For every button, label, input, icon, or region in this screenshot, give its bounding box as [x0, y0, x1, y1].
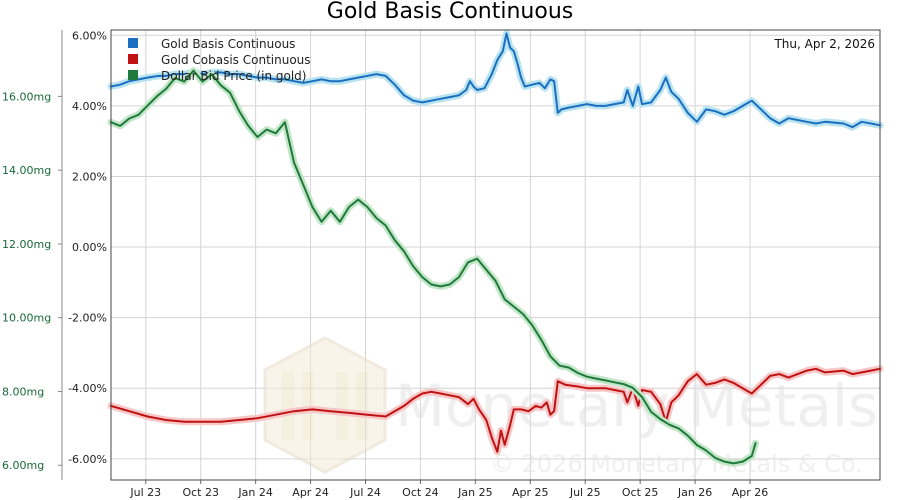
x-tick-label: Apr 24 [292, 486, 329, 499]
legend-swatch-cobasis [128, 54, 138, 64]
x-tick-label: Oct 25 [622, 486, 659, 499]
y-tick-label-right: -6.00% [68, 453, 107, 466]
y-axis-left-ticks: 16.00mg 14.00mg 12.00mg 10.00mg 8.00mg 6.00mg [2, 90, 62, 472]
legend-label-cobasis: Gold Cobasis Continuous [161, 53, 311, 67]
series-line-dollar [110, 69, 757, 465]
x-axis-ticks: Jul 23 Oct 23 Jan 24 Apr 24 Jul 24 Oct 24 Jan … [129, 480, 768, 499]
series-line-basis [110, 32, 881, 129]
x-tick-label: Apr 25 [512, 486, 549, 499]
y-tick-label-right: -4.00% [68, 382, 107, 395]
legend-swatch-basis [128, 38, 138, 48]
y-tick-label-left: 16.00mg [2, 90, 51, 103]
watermark-copyright: © 2026 Monetary Metals & Co. [490, 450, 863, 478]
y-tick-label-left: 8.00mg [2, 385, 44, 398]
legend-swatch-dollar [128, 70, 138, 80]
y-tick-label-left: 12.00mg [2, 238, 51, 251]
x-tick-label: Oct 23 [182, 486, 219, 499]
chart-title: Gold Basis Continuous [327, 0, 573, 24]
y-axis-right-ticks: 6.00% 4.00% 2.00% 0.00% -2.00% -4.00% -6.00% [68, 29, 107, 466]
legend-label-basis: Gold Basis Continuous [161, 37, 295, 51]
y-tick-label-left: 6.00mg [2, 459, 44, 472]
y-tick-label-left: 10.00mg [2, 312, 51, 325]
x-tick-label: Jan 26 [677, 486, 712, 499]
y-tick-label-right: 0.00% [72, 241, 107, 254]
date-label: Thu, Apr 2, 2026 [773, 37, 875, 51]
series-layer [107, 30, 884, 467]
y-tick-label-right: 2.00% [72, 170, 107, 183]
series-line-cobasis [110, 367, 881, 453]
x-tick-label: Apr 26 [732, 486, 769, 499]
y-tick-label-right: -2.00% [68, 312, 107, 325]
y-tick-label-right: 6.00% [72, 29, 107, 42]
x-tick-label: Jan 25 [457, 486, 492, 499]
x-tick-label: Jul 24 [349, 486, 381, 499]
legend: Gold Basis Continuous Gold Cobasis Conti… [128, 37, 311, 83]
y-tick-label-right: 4.00% [72, 100, 107, 113]
x-tick-label: Jan 24 [237, 486, 272, 499]
watermark-logo-icon [263, 336, 387, 474]
x-tick-label: Jul 25 [569, 486, 601, 499]
x-tick-label: Jul 23 [129, 486, 161, 499]
x-tick-label: Oct 24 [402, 486, 439, 499]
legend-label-dollar: Dollar Bid Price (in gold) [161, 69, 306, 83]
y-tick-label-left: 14.00mg [2, 164, 51, 177]
plot-border [110, 29, 881, 481]
